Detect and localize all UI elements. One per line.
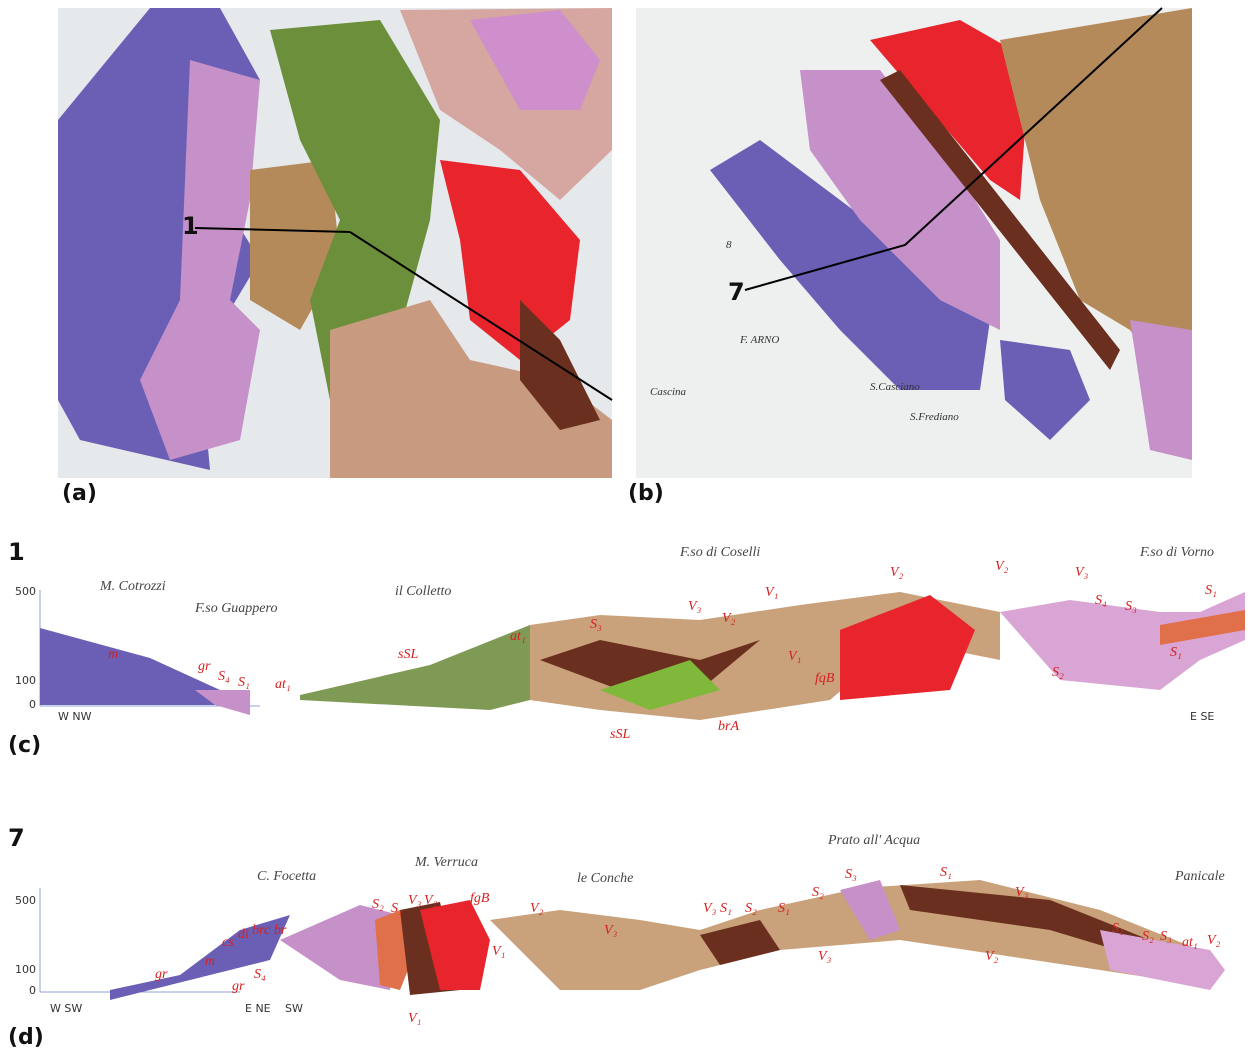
unit-label: S₂ xyxy=(372,897,384,912)
unit-label: sSL xyxy=(398,647,418,662)
section-number: 7 xyxy=(8,824,25,852)
place-label: M. Verruca xyxy=(414,855,478,870)
unit-label: S₄ xyxy=(218,669,230,684)
map-a: 1 xyxy=(58,8,613,478)
unit-label: at₁ xyxy=(1182,935,1198,950)
unit-label: V₃ xyxy=(604,923,618,938)
unit-label: at₁ xyxy=(275,677,291,692)
unit-label: V₂ xyxy=(985,949,999,964)
end-label: W SW xyxy=(50,1002,82,1015)
unit-label: S₄ xyxy=(254,967,266,982)
place-label: C. Focetta xyxy=(257,869,316,884)
unit-label: V₂ xyxy=(1207,933,1221,948)
unit-label: V₃ xyxy=(408,893,422,908)
map-b: 7 F. ARNO S.Casciano S.Frediano Cascina … xyxy=(636,7,1192,478)
unit-label: S₁ xyxy=(391,901,403,916)
unit-label: cs xyxy=(222,935,234,950)
unit-label: brA xyxy=(718,719,739,734)
unit-label: S₁ xyxy=(940,865,952,880)
unit-label: V₁ xyxy=(492,944,505,959)
section-marker: 1 xyxy=(182,212,199,240)
unit-label: V₃ xyxy=(1015,885,1029,900)
elevation-label: 100 xyxy=(15,963,36,976)
unit-label: S₁ xyxy=(1170,645,1182,660)
unit-label: S₃ xyxy=(845,867,857,882)
unit-label: V₂ xyxy=(722,611,736,626)
end-label: E NE xyxy=(245,1002,271,1015)
elevation-label: 500 xyxy=(15,894,36,907)
unit-label: S₄ xyxy=(1095,593,1107,608)
panel-label: (c) xyxy=(8,733,41,758)
unit-label: V₃ xyxy=(818,949,832,964)
place-label: F.so Guappero xyxy=(194,601,277,616)
unit-label: S₁ xyxy=(720,901,732,916)
unit-label: di xyxy=(238,927,249,942)
unit-label: V₃ xyxy=(703,901,717,916)
place-label: Panicale xyxy=(1174,869,1225,884)
place-label: 8 xyxy=(726,239,732,251)
unit-label: S₃ xyxy=(1160,929,1172,944)
elevation-label: 0 xyxy=(29,698,36,711)
unit-label: V₂ xyxy=(424,893,438,908)
unit-label: gr xyxy=(198,659,211,674)
unit-label: br xyxy=(274,923,287,938)
place-label: il Colletto xyxy=(395,584,451,599)
unit-label: V₂ xyxy=(995,559,1009,574)
unit-label: brc xyxy=(252,923,271,938)
unit-label: S₂ xyxy=(1142,929,1154,944)
elevation-label: 500 xyxy=(15,585,36,598)
unit-label: S₁ xyxy=(778,901,790,916)
section-number: 1 xyxy=(8,538,25,566)
unit-label: S₁ xyxy=(1205,583,1217,598)
place-label: le Conche xyxy=(577,871,633,886)
unit-label: S₁ xyxy=(238,675,250,690)
unit-label: fgB xyxy=(470,891,490,906)
section-d: 7 500 100 0 C. Focetta M. Verruca le Con… xyxy=(8,824,1225,1026)
panel-label: (d) xyxy=(8,1025,44,1050)
unit-label: V₃ xyxy=(1075,565,1089,580)
place-label: F.so di Vorno xyxy=(1139,545,1214,560)
place-label: Cascina xyxy=(650,386,687,398)
unit-label: S₁ xyxy=(1112,921,1124,936)
unit-label: V₁ xyxy=(408,1011,421,1026)
unit-label: V₃ xyxy=(688,599,702,614)
unit-label: gr xyxy=(155,967,168,982)
river-label: F. ARNO xyxy=(739,334,779,346)
unit-label: S₃ xyxy=(1125,599,1137,614)
elevation-label: 100 xyxy=(15,674,36,687)
place-label: S.Casciano xyxy=(870,381,920,393)
unit-label: at₁ xyxy=(510,629,526,644)
unit-label: S₂ xyxy=(1052,665,1064,680)
unit-label: gr xyxy=(232,979,245,994)
unit-label: V₁ xyxy=(788,649,801,664)
unit-label: V₂ xyxy=(890,565,904,580)
unit-label: fqB xyxy=(815,671,835,686)
unit-label: S₂ xyxy=(745,901,757,916)
end-label: E SE xyxy=(1190,710,1214,723)
place-label: F.so di Coselli xyxy=(679,545,760,560)
unit-label: sSL xyxy=(610,727,630,742)
unit-label: V₂ xyxy=(530,901,544,916)
place-label: M. Cotrozzi xyxy=(99,579,166,594)
unit-label: S₃ xyxy=(590,617,602,632)
end-label: W NW xyxy=(58,710,92,723)
elevation-label: 0 xyxy=(29,984,36,997)
place-label: Prato all' Acqua xyxy=(827,833,920,848)
unit-label: m xyxy=(108,647,118,662)
unit-label: S₂ xyxy=(812,885,824,900)
unit-label: m xyxy=(205,954,215,969)
end-label: SW xyxy=(285,1002,303,1015)
unit-label: V₁ xyxy=(765,585,778,600)
section-c: 1 500 100 0 M. Cotrozzi F.so Guappero il… xyxy=(8,538,1245,742)
panel-label: (a) xyxy=(62,481,97,506)
place-label: S.Frediano xyxy=(910,411,959,423)
section-marker: 7 xyxy=(728,278,745,306)
panel-label: (b) xyxy=(628,481,664,506)
